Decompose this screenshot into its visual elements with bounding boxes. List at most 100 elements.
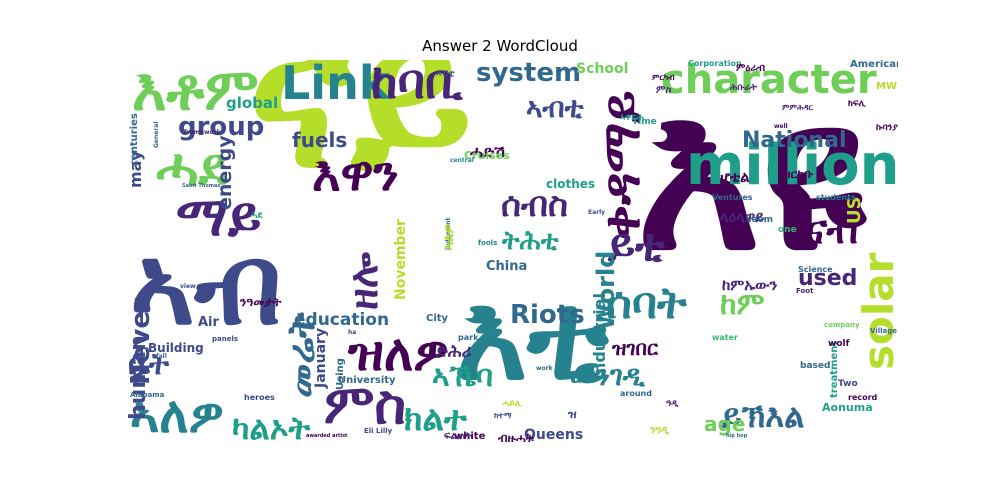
word: ምርካብ <box>652 73 675 82</box>
word: ማይ <box>176 185 262 248</box>
word: ምስ <box>656 85 672 96</box>
word: wolf <box>828 339 850 349</box>
word: Americans <box>850 60 898 70</box>
word: ክፍሊ <box>848 99 866 109</box>
word: ሓደ <box>250 211 263 221</box>
word: ዓዲ <box>666 399 679 409</box>
word: Using <box>335 358 346 390</box>
word: Saint Thomas <box>182 183 221 189</box>
word: Air <box>198 315 219 330</box>
word: used <box>798 266 858 291</box>
word: ኣብ <box>130 221 282 349</box>
word: clothes <box>546 177 596 191</box>
chart-title: Answer 2 WordCloud <box>422 37 578 55</box>
word: framework <box>184 129 221 136</box>
word: ዝርከቡ <box>782 167 814 181</box>
word: global <box>226 94 279 112</box>
word: based <box>800 361 831 371</box>
word: Village <box>870 327 897 335</box>
word: ኩባንያ <box>876 123 898 133</box>
word: ምስ <box>324 373 407 436</box>
word: እዩ <box>636 60 866 297</box>
word: National <box>742 128 847 153</box>
word: ኣዋርሕ <box>620 113 644 123</box>
word: central <box>450 157 474 164</box>
word: age <box>704 412 746 436</box>
word: ትሕቲ <box>502 226 559 256</box>
word: energy <box>214 135 236 210</box>
word: fuels <box>292 128 348 152</box>
word: School <box>576 61 629 77</box>
word: Link <box>281 60 390 110</box>
word: human <box>126 335 151 420</box>
word-cloud: ናይ እዩ እቲ ኣብ million character Link ከባቢ እ… <box>126 60 898 442</box>
word: solar <box>854 252 898 370</box>
word: ንዓመታት <box>240 295 282 309</box>
word: MW <box>876 81 897 92</box>
word: እዋን <box>312 146 399 202</box>
word: education <box>294 310 390 330</box>
word: ኣብቲ <box>526 91 584 124</box>
word: ከም <box>720 287 765 322</box>
word: January <box>313 327 329 388</box>
word: ሓይሊ <box>502 399 522 409</box>
word: Time <box>632 117 657 127</box>
word: record <box>848 393 878 402</box>
word: Corporation <box>688 60 742 68</box>
word: ha <box>348 329 357 336</box>
word: ከተማ <box>494 411 512 420</box>
word: ኣለዎ <box>130 386 224 442</box>
word: ናብ <box>806 207 859 253</box>
word: እቲ <box>456 268 609 407</box>
word: ዝ <box>568 407 577 421</box>
word: ምዕራብ <box>736 63 766 74</box>
word: system <box>476 60 582 88</box>
word: around <box>620 389 652 398</box>
word: fools <box>478 239 498 247</box>
word: awarded artist <box>306 433 348 439</box>
word: University <box>338 375 396 386</box>
word: company <box>824 321 860 329</box>
word: million <box>686 133 898 198</box>
word: ይቲ <box>608 220 665 271</box>
word: ዝገበር <box>612 336 659 360</box>
word: ዘሎ <box>341 252 387 310</box>
word: well <box>774 123 788 130</box>
word: ኣለዎ <box>441 223 457 250</box>
word: Riots <box>510 300 585 330</box>
word: November <box>393 219 409 300</box>
word: ንግዲ <box>650 425 669 436</box>
word: General <box>153 121 160 148</box>
word: ሕቡራት <box>730 83 757 93</box>
word: students <box>816 193 856 202</box>
word: Alabama <box>130 391 165 399</box>
word: ኣኼባ <box>432 359 494 394</box>
word: ሓድሽ <box>470 142 505 161</box>
word: heroes <box>244 393 275 402</box>
word: one <box>778 225 797 235</box>
word: work <box>536 365 553 372</box>
word: ከባቢ <box>371 60 463 110</box>
word: white <box>454 431 486 442</box>
word: Eli Lilly <box>364 427 393 435</box>
word: park <box>458 333 479 342</box>
word: Building <box>148 341 204 355</box>
word: Early <box>588 209 606 216</box>
word: ምምሕዳር <box>782 103 813 112</box>
word: view <box>180 283 196 290</box>
word: ሆቴል <box>720 168 750 186</box>
word: Two <box>838 379 858 389</box>
word: ይኽእል <box>722 397 805 435</box>
word: China <box>486 259 528 274</box>
word: ፍልጠት <box>444 431 473 442</box>
word: Cruises <box>464 149 510 162</box>
word: character <box>661 60 877 103</box>
word: ቤት <box>128 347 169 382</box>
word: ሰባት <box>606 278 687 329</box>
word: ኣብቲ <box>436 69 455 79</box>
word: seem <box>746 215 773 225</box>
word: ካልኦት <box>232 409 311 442</box>
word: group <box>178 112 265 142</box>
word: Foot <box>796 287 814 295</box>
word: Aonuma <box>822 401 873 414</box>
